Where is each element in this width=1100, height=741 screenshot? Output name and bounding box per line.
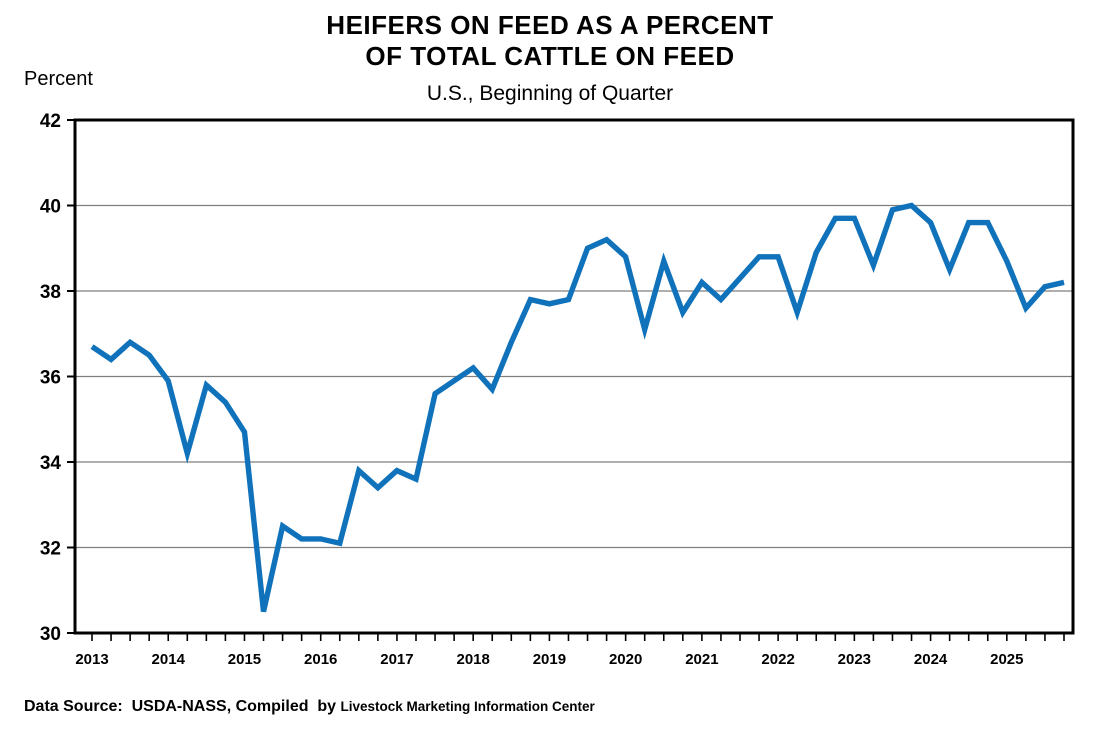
chart-title-line1: HEIFERS ON FEED AS A PERCENT [326,10,774,40]
x-year-label: 2018 [456,651,489,668]
chart-title-line2: OF TOTAL CATTLE ON FEED [365,41,735,71]
data-source-note: Data Source: USDA-NASS, Compiled by Live… [24,698,595,716]
x-year-label: 2014 [152,651,186,668]
x-year-label: 2017 [380,651,413,668]
x-year-label: 2013 [75,651,108,668]
x-year-label: 2019 [533,651,566,668]
y-tick-label: 30 [40,624,61,645]
data-source-org: Livestock Marketing Information Center [340,699,595,714]
plot-frame [73,118,1075,635]
data-line-heifers-percent [90,202,1065,613]
x-year-label: 2021 [685,651,718,668]
x-year-label: 2020 [609,651,642,668]
chart-subtitle: U.S., Beginning of Quarter [426,82,674,105]
x-year-label: 2025 [990,651,1023,668]
x-year-label: 2023 [838,651,871,668]
y-axis-title: Percent [24,68,93,90]
y-tick-label: 40 [40,197,61,218]
x-year-label: 2016 [304,651,337,668]
y-tick-label: 36 [40,368,61,389]
y-tick-label: 42 [40,111,61,132]
chart-title: HEIFERS ON FEED AS A PERCENT OF TOTAL CA… [0,10,1100,72]
y-tick-label: 34 [40,453,62,474]
y-tick-label: 32 [40,539,61,560]
x-year-label: 2024 [914,651,948,668]
y-tick-label: 38 [40,282,61,303]
x-year-label: 2015 [228,651,261,668]
data-source-prefix: Data Source: USDA-NASS, Compiled by [24,698,341,715]
x-year-label: 2022 [761,651,794,668]
